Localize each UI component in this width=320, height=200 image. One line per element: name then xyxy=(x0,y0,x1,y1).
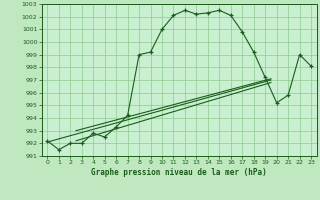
X-axis label: Graphe pression niveau de la mer (hPa): Graphe pression niveau de la mer (hPa) xyxy=(91,168,267,177)
